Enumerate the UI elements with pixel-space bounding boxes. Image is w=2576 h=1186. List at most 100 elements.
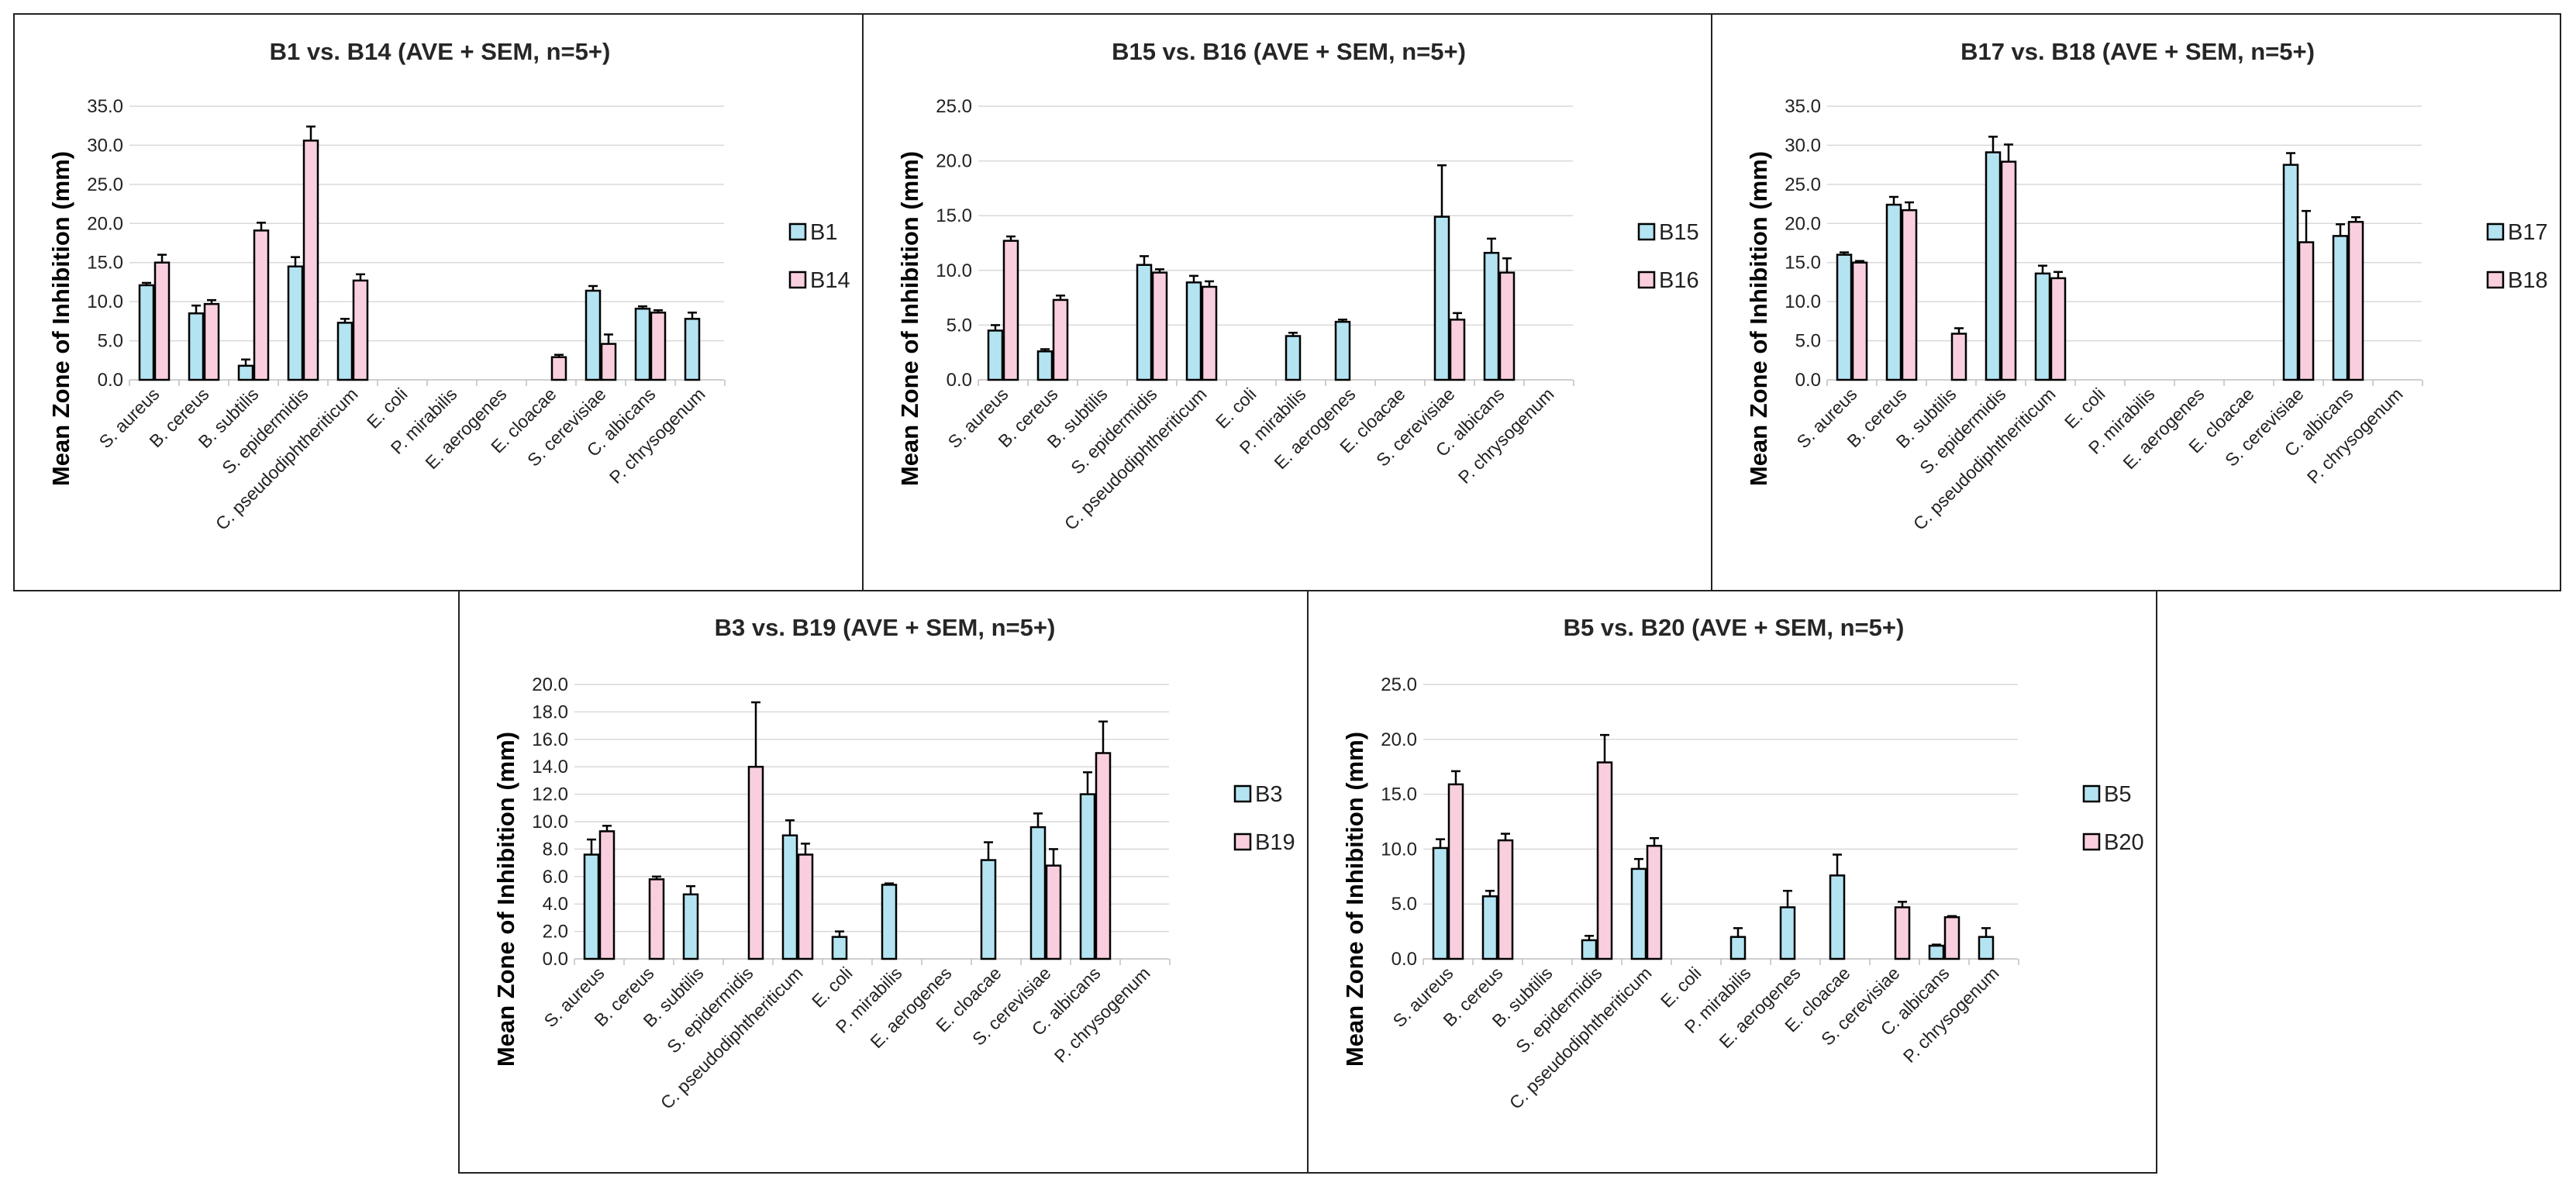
legend-label-b16: B16 xyxy=(1659,268,1699,293)
bar-b3 xyxy=(980,859,997,960)
bar-b5 xyxy=(1779,906,1796,960)
y-tick-label: 20.0 xyxy=(1381,729,1417,750)
bar-b1 xyxy=(336,322,353,381)
bar-b20 xyxy=(1497,839,1514,960)
bar-b15 xyxy=(1036,350,1054,381)
bar-b15 xyxy=(1483,251,1500,381)
bar-b20 xyxy=(1447,783,1464,960)
bar-b16 xyxy=(1449,319,1466,381)
y-tick-label: 15.0 xyxy=(87,253,123,274)
bar-b16 xyxy=(1498,271,1516,381)
bar-b5 xyxy=(1630,867,1647,960)
bar-b20 xyxy=(1596,761,1613,960)
y-tick-label: 10.0 xyxy=(1381,839,1417,860)
legend-swatch-b18 xyxy=(2486,271,2505,289)
legend-swatch-b15 xyxy=(1637,222,1656,241)
bar-b1 xyxy=(237,364,254,381)
legend-label-b17: B17 xyxy=(2508,220,2548,245)
y-tick-label: 0.0 xyxy=(1795,370,1821,391)
y-tick-label: 25.0 xyxy=(936,96,972,117)
bar-b19 xyxy=(1095,752,1112,960)
y-tick-label: 2.0 xyxy=(543,922,568,943)
bar-b5 xyxy=(1928,944,1945,960)
y-tick-label: 30.0 xyxy=(1785,135,1821,156)
bar-b1 xyxy=(585,289,602,381)
chart-svg-b3-b19: B3 vs. B19 (AVE + SEM, n=5+) Mean Zone of… xyxy=(492,614,1295,1113)
y-tick-label: 20.0 xyxy=(1785,213,1821,234)
bar-b16 xyxy=(1201,285,1218,381)
bar-b19 xyxy=(1045,864,1062,960)
bar-b5 xyxy=(1978,936,1995,960)
bar-b19 xyxy=(797,853,814,960)
chart-svg-b1-b14: B1 vs. B14 (AVE + SEM, n=5+) Mean Zone of… xyxy=(47,38,850,534)
legend-swatch-b14 xyxy=(788,271,807,289)
bar-b19 xyxy=(747,765,764,960)
bar-b5 xyxy=(1829,874,1846,960)
bar-b14 xyxy=(650,312,667,381)
bar-b16 xyxy=(1002,240,1019,381)
y-axis-label: Mean Zone of Inhibition (mm) xyxy=(896,151,923,486)
bar-b15 xyxy=(987,329,1004,381)
y-tick-label: 15.0 xyxy=(1785,253,1821,274)
chart-panel-b5-b20: B5 vs. B20 (AVE + SEM, n=5+) Mean Zone of… xyxy=(1307,590,2157,1174)
bar-b1 xyxy=(634,307,651,381)
bar-b19 xyxy=(648,878,665,960)
legend-label-b15: B15 xyxy=(1659,220,1699,245)
bar-b15 xyxy=(1285,335,1302,381)
bar-b18 xyxy=(2298,241,2315,381)
bar-b14 xyxy=(302,140,319,381)
bar-b17 xyxy=(2332,235,2349,381)
bar-b17 xyxy=(1836,253,1853,381)
y-tick-label: 10.0 xyxy=(532,812,568,833)
y-tick-label: 20.0 xyxy=(936,151,972,172)
y-axis-label: Mean Zone of Inhibition (mm) xyxy=(1745,151,1772,486)
legend-label-b5: B5 xyxy=(2104,782,2131,807)
chart-panel-b17-b18: B17 vs. B18 (AVE + SEM, n=5+) Mean Zone o… xyxy=(1711,13,2561,591)
y-tick-label: 15.0 xyxy=(1381,784,1417,805)
x-category-label: S. epidermidis xyxy=(663,963,757,1057)
legend-swatch-b5 xyxy=(2082,784,2101,803)
bar-b15 xyxy=(1433,215,1450,381)
legend-label-b18: B18 xyxy=(2508,268,2548,293)
y-tick-label: 14.0 xyxy=(532,757,568,777)
legend-label-b1: B1 xyxy=(810,220,837,245)
x-category-label: E. coli xyxy=(2060,384,2109,433)
y-tick-label: 0.0 xyxy=(1391,949,1417,970)
legend-swatch-b3 xyxy=(1233,784,1252,803)
y-tick-label: 25.0 xyxy=(1381,674,1417,695)
bar-b17 xyxy=(1985,151,2002,381)
y-tick-label: 16.0 xyxy=(532,729,568,750)
bar-b5 xyxy=(1432,846,1449,960)
x-category-label: E. coli xyxy=(808,963,857,1012)
bar-b16 xyxy=(1052,298,1069,381)
legend-swatch-b16 xyxy=(1637,271,1656,289)
chart-title: B15 vs. B16 (AVE + SEM, n=5+) xyxy=(1112,38,1466,65)
bar-b14 xyxy=(550,356,567,381)
chart-title: B3 vs. B19 (AVE + SEM, n=5+) xyxy=(715,614,1056,641)
bar-b18 xyxy=(2050,277,2067,381)
bar-b16 xyxy=(1151,271,1168,381)
bar-b18 xyxy=(2000,160,2017,381)
legend-label-b3: B3 xyxy=(1255,782,1282,807)
chart-svg-b17-b18: B17 vs. B18 (AVE + SEM, n=5+) Mean Zone o… xyxy=(1745,38,2548,534)
chart-svg-b15-b16: B15 vs. B16 (AVE + SEM, n=5+) Mean Zone o… xyxy=(896,38,1699,534)
bar-b5 xyxy=(1481,895,1498,960)
bar-b20 xyxy=(1943,915,1960,960)
y-tick-label: 8.0 xyxy=(543,839,568,860)
legend-swatch-b20 xyxy=(2082,833,2101,851)
bar-b18 xyxy=(1950,333,1967,381)
bar-b3 xyxy=(781,834,798,960)
bar-b20 xyxy=(1894,906,1911,960)
bar-b1 xyxy=(287,265,304,381)
bar-b3 xyxy=(583,853,600,960)
y-tick-label: 35.0 xyxy=(1785,96,1821,117)
y-tick-label: 30.0 xyxy=(87,135,123,156)
chart-title: B5 vs. B20 (AVE + SEM, n=5+) xyxy=(1564,614,1905,641)
chart-title: B1 vs. B14 (AVE + SEM, n=5+) xyxy=(270,38,611,65)
y-tick-label: 6.0 xyxy=(543,867,568,888)
legend-swatch-b19 xyxy=(1233,833,1252,851)
bar-b14 xyxy=(600,343,617,381)
chart-svg-b5-b20: B5 vs. B20 (AVE + SEM, n=5+) Mean Zone of… xyxy=(1341,614,2144,1113)
bar-b1 xyxy=(188,312,205,381)
chart-title: B17 vs. B18 (AVE + SEM, n=5+) xyxy=(1960,38,2315,65)
